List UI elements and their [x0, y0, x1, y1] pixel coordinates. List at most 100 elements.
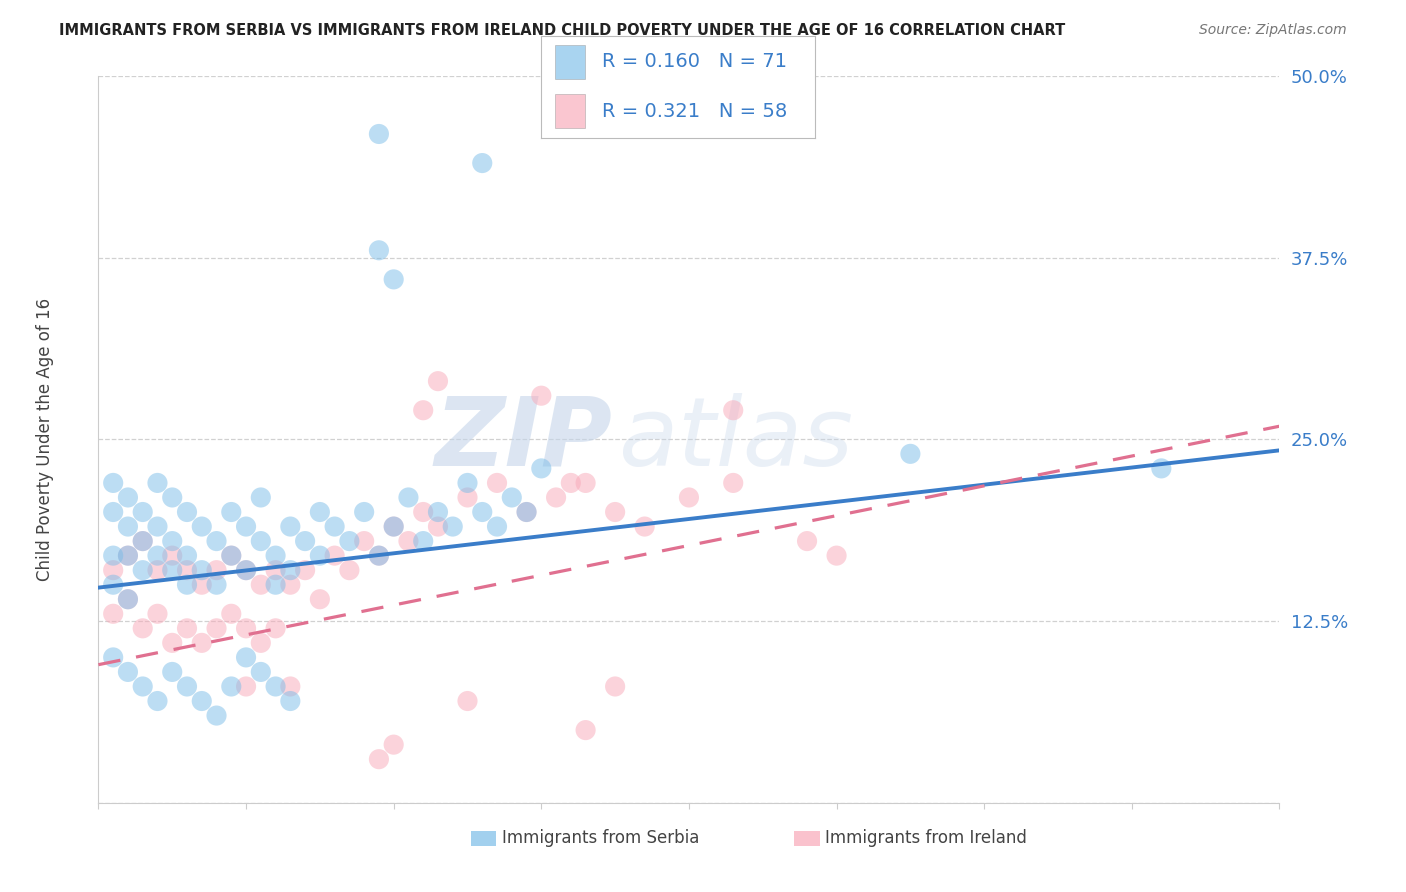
- Point: [530, 389, 553, 403]
- Point: [250, 665, 273, 679]
- Point: [176, 621, 198, 635]
- Point: [427, 519, 450, 533]
- Point: [516, 505, 538, 519]
- Point: [103, 607, 125, 621]
- Point: [412, 505, 434, 519]
- Point: [427, 505, 450, 519]
- Point: [398, 534, 420, 549]
- Point: [441, 519, 464, 533]
- Point: [412, 403, 434, 417]
- Point: [117, 491, 139, 505]
- Point: [103, 578, 125, 592]
- Point: [264, 549, 287, 563]
- Point: [309, 592, 332, 607]
- Point: [146, 549, 169, 563]
- Point: [235, 621, 257, 635]
- Point: [457, 491, 479, 505]
- Point: [146, 563, 169, 577]
- Point: [132, 534, 155, 549]
- Point: [486, 475, 509, 490]
- Point: [309, 505, 332, 519]
- Point: [117, 549, 139, 563]
- Point: [117, 592, 139, 607]
- Point: [162, 563, 183, 577]
- Point: [368, 752, 391, 766]
- Point: [146, 694, 169, 708]
- Point: [176, 505, 198, 519]
- Point: [575, 723, 598, 737]
- Bar: [555, 95, 585, 128]
- Point: [191, 578, 214, 592]
- Point: [339, 563, 361, 577]
- Point: [486, 519, 509, 533]
- Point: [103, 505, 125, 519]
- Point: [235, 680, 257, 694]
- Point: [146, 607, 169, 621]
- Point: [117, 592, 139, 607]
- Point: [191, 563, 214, 577]
- Point: [368, 549, 391, 563]
- Point: [221, 607, 243, 621]
- Point: [264, 578, 287, 592]
- Point: [575, 475, 598, 490]
- Point: [825, 549, 848, 563]
- Point: [900, 447, 922, 461]
- Point: [162, 549, 183, 563]
- Point: [250, 534, 273, 549]
- Point: [235, 519, 257, 533]
- Point: [264, 621, 287, 635]
- Point: [280, 680, 302, 694]
- Point: [250, 491, 273, 505]
- Point: [280, 578, 302, 592]
- Point: [162, 491, 183, 505]
- Point: [605, 505, 627, 519]
- Text: IMMIGRANTS FROM SERBIA VS IMMIGRANTS FROM IRELAND CHILD POVERTY UNDER THE AGE OF: IMMIGRANTS FROM SERBIA VS IMMIGRANTS FRO…: [59, 23, 1066, 38]
- Point: [205, 708, 228, 723]
- Point: [235, 563, 257, 577]
- Point: [339, 534, 361, 549]
- Point: [382, 519, 405, 533]
- Point: [796, 534, 818, 549]
- Point: [146, 475, 169, 490]
- Point: [176, 578, 198, 592]
- Point: [634, 519, 657, 533]
- Point: [132, 534, 155, 549]
- Point: [132, 621, 155, 635]
- Text: atlas: atlas: [619, 392, 853, 486]
- Point: [221, 505, 243, 519]
- Point: [294, 563, 316, 577]
- Point: [264, 680, 287, 694]
- Point: [132, 680, 155, 694]
- Point: [162, 534, 183, 549]
- Point: [176, 563, 198, 577]
- Point: [176, 549, 198, 563]
- Point: [471, 156, 494, 170]
- Point: [132, 563, 155, 577]
- Point: [235, 563, 257, 577]
- Point: [471, 505, 494, 519]
- Point: [103, 475, 125, 490]
- Point: [264, 563, 287, 577]
- Point: [516, 505, 538, 519]
- Point: [723, 475, 745, 490]
- Point: [723, 403, 745, 417]
- Point: [457, 694, 479, 708]
- Point: [103, 650, 125, 665]
- Point: [309, 549, 332, 563]
- Point: [368, 244, 391, 258]
- Point: [117, 519, 139, 533]
- Text: Immigrants from Ireland: Immigrants from Ireland: [825, 830, 1028, 847]
- Point: [382, 738, 405, 752]
- Point: [162, 665, 183, 679]
- Point: [176, 680, 198, 694]
- Text: R = 0.160   N = 71: R = 0.160 N = 71: [602, 53, 786, 71]
- Text: Immigrants from Serbia: Immigrants from Serbia: [502, 830, 699, 847]
- Point: [427, 374, 450, 388]
- Point: [205, 563, 228, 577]
- Text: Source: ZipAtlas.com: Source: ZipAtlas.com: [1199, 23, 1347, 37]
- Point: [398, 491, 420, 505]
- Point: [294, 534, 316, 549]
- Point: [205, 621, 228, 635]
- Point: [382, 272, 405, 286]
- Point: [605, 680, 627, 694]
